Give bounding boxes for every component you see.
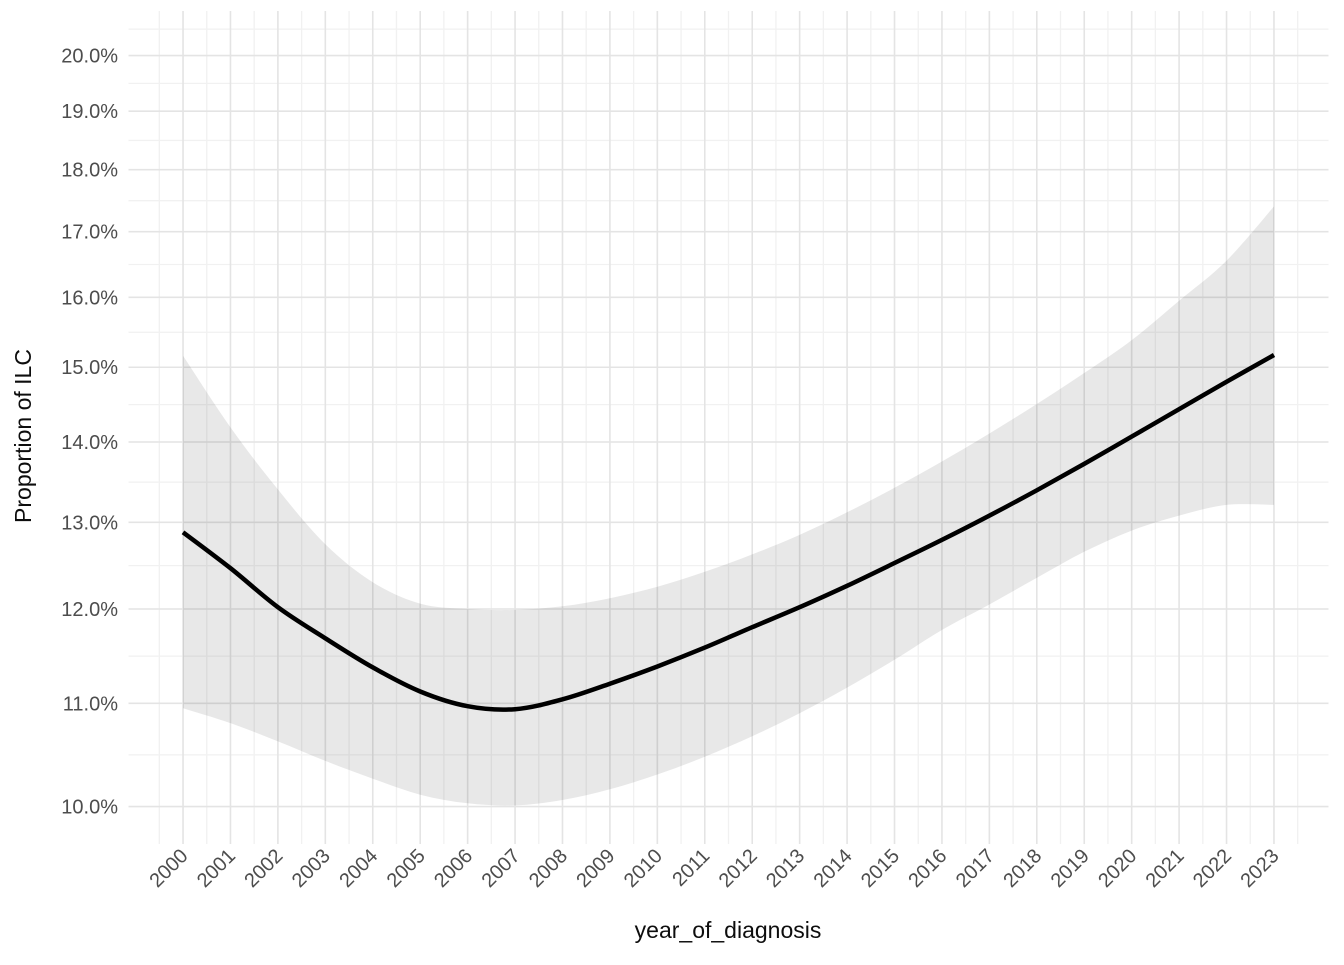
y-axis-tick-labels: 10.0% 11.0% 12.0% 13.0% 14.0% 15.0% 16.0% 17.0%… (61, 46, 118, 819)
y-tick-label: 14.0% (61, 432, 118, 454)
y-tick-label: 15.0% (61, 357, 118, 379)
y-tick-label: 10.0% (61, 797, 118, 819)
y-tick-label: 20.0% (61, 46, 118, 68)
y-tick-label: 11.0% (63, 693, 118, 715)
x-axis-title: year_of_diagnosis (635, 917, 822, 943)
confidence-ribbon (183, 206, 1274, 806)
y-tick-label: 17.0% (61, 222, 118, 244)
y-tick-label: 19.0% (61, 101, 118, 123)
y-tick-label: 18.0% (61, 160, 118, 182)
y-tick-label: 12.0% (61, 599, 118, 621)
trend-line (181, 353, 1276, 712)
y-tick-label: 16.0% (61, 287, 118, 309)
y-axis-title: Proportion of ILC (10, 349, 36, 523)
y-tick-label: 13.0% (61, 512, 118, 534)
grid-major (128, 11, 1329, 844)
